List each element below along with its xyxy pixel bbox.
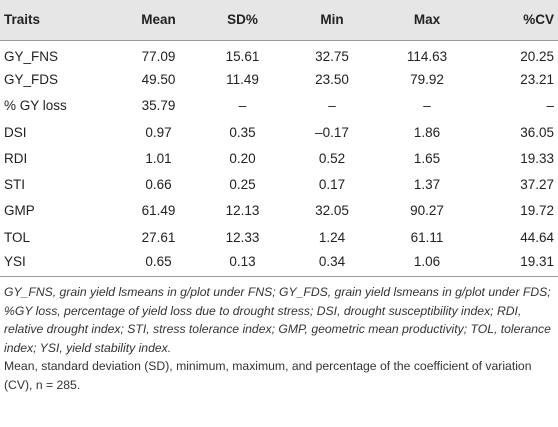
cell-trait: STI (4, 177, 26, 193)
cell-mean: 0.66 (145, 177, 172, 193)
cell-sd: 12.13 (225, 203, 260, 219)
table-header: Traits Mean SD% Min Max %CV (0, 0, 558, 40)
table-row: DSI 0.97 0.35 –0.17 1.86 36.05 (0, 119, 558, 145)
table-row: GY_FDS 49.50 11.49 23.50 79.92 23.21 (0, 66, 558, 92)
table-row: GY_FNS 77.09 15.61 32.75 114.63 20.25 (0, 40, 558, 66)
cell-sd: 11.49 (226, 71, 259, 87)
cell-max: 114.63 (406, 48, 448, 64)
cell-trait: GY_FNS (4, 48, 59, 64)
cell-min: 0.52 (318, 150, 346, 166)
footnote-description: Mean, standard deviation (SD), minimum, … (4, 359, 532, 392)
cell-min: 0.34 (318, 253, 346, 269)
cell-cv: – (546, 98, 554, 114)
cell-max: – (423, 98, 431, 114)
cell-max: 79.92 (410, 71, 444, 87)
cell-sd: – (238, 98, 247, 114)
cell-min: 0.17 (318, 177, 346, 193)
cell-min: 23.50 (315, 71, 349, 87)
cell-max: 61.11 (410, 229, 444, 245)
table-row: STI 0.66 0.25 0.17 1.37 37.27 (0, 171, 558, 197)
cell-sd: 0.20 (229, 150, 256, 166)
cell-mean: 49.50 (141, 71, 176, 87)
cell-trait: GY_FDS (4, 71, 59, 87)
cell-sd: 0.13 (229, 253, 256, 269)
cell-sd: 15.61 (225, 48, 260, 64)
cell-trait: YSI (4, 253, 26, 269)
cell-max: 1.06 (413, 253, 441, 269)
cell-trait: TOL (4, 229, 31, 245)
cell-sd: 12.33 (225, 229, 260, 245)
cell-min: 32.75 (315, 48, 349, 64)
cell-max: 1.86 (413, 124, 441, 140)
header-min: Min (320, 12, 344, 28)
table-footnote: GY_FNS, grain yield lsmeans in g/plot un… (4, 283, 552, 394)
cell-mean: 61.49 (141, 203, 176, 219)
cell-trait: RDI (4, 150, 28, 166)
cell-cv: 37.27 (520, 177, 554, 193)
cell-max: 1.65 (413, 150, 441, 166)
cell-min: 1.24 (318, 229, 346, 245)
cell-cv: 20.25 (520, 48, 554, 64)
cell-mean: 0.97 (145, 124, 172, 140)
cell-mean: 35.79 (141, 98, 176, 114)
cell-cv: 19.72 (520, 203, 554, 219)
cell-min: –0.17 (315, 124, 349, 140)
table-row: YSI 0.65 0.13 0.34 1.06 19.31 (0, 250, 558, 277)
header-max: Max (413, 12, 441, 28)
cell-trait: DSI (4, 124, 27, 140)
table-row: RDI 1.01 0.20 0.52 1.65 19.33 (0, 145, 558, 171)
cell-mean: 77.09 (141, 48, 176, 64)
header-traits: Traits (4, 12, 41, 28)
cell-cv: 44.64 (520, 229, 554, 245)
header-sd: SD% (227, 12, 258, 28)
cell-min: – (328, 98, 336, 114)
cell-mean: 1.01 (145, 150, 172, 166)
table-row: % GY loss 35.79 – – – – (0, 93, 558, 119)
cell-cv: 23.21 (520, 71, 554, 87)
traits-table-container: Traits Mean SD% Min Max %CV GY_FNS 77.09… (0, 0, 558, 277)
cell-cv: 19.31 (520, 253, 554, 269)
table-row: TOL 27.61 12.33 1.24 61.11 44.64 (0, 224, 558, 250)
cell-trait: GMP (4, 203, 35, 219)
footnote-abbreviations: GY_FNS, grain yield lsmeans in g/plot un… (4, 285, 551, 355)
header-row: Traits Mean SD% Min Max %CV (0, 0, 558, 40)
cell-mean: 0.65 (145, 253, 172, 269)
header-cv: %CV (523, 12, 554, 28)
table-row: GMP 61.49 12.13 32.05 90.27 19.72 (0, 198, 558, 224)
cell-cv: 19.33 (520, 150, 554, 166)
cell-sd: 0.35 (229, 124, 256, 140)
header-mean: Mean (141, 12, 176, 28)
traits-statistics-table: Traits Mean SD% Min Max %CV GY_FNS 77.09… (0, 0, 558, 277)
table-body: GY_FNS 77.09 15.61 32.75 114.63 20.25 GY… (0, 40, 558, 277)
cell-min: 32.05 (315, 203, 349, 219)
cell-sd: 0.25 (229, 177, 256, 193)
cell-max: 1.37 (413, 177, 441, 193)
cell-trait: % GY loss (4, 98, 67, 114)
cell-cv: 36.05 (520, 124, 554, 140)
cell-mean: 27.61 (141, 229, 176, 245)
cell-max: 90.27 (410, 203, 444, 219)
